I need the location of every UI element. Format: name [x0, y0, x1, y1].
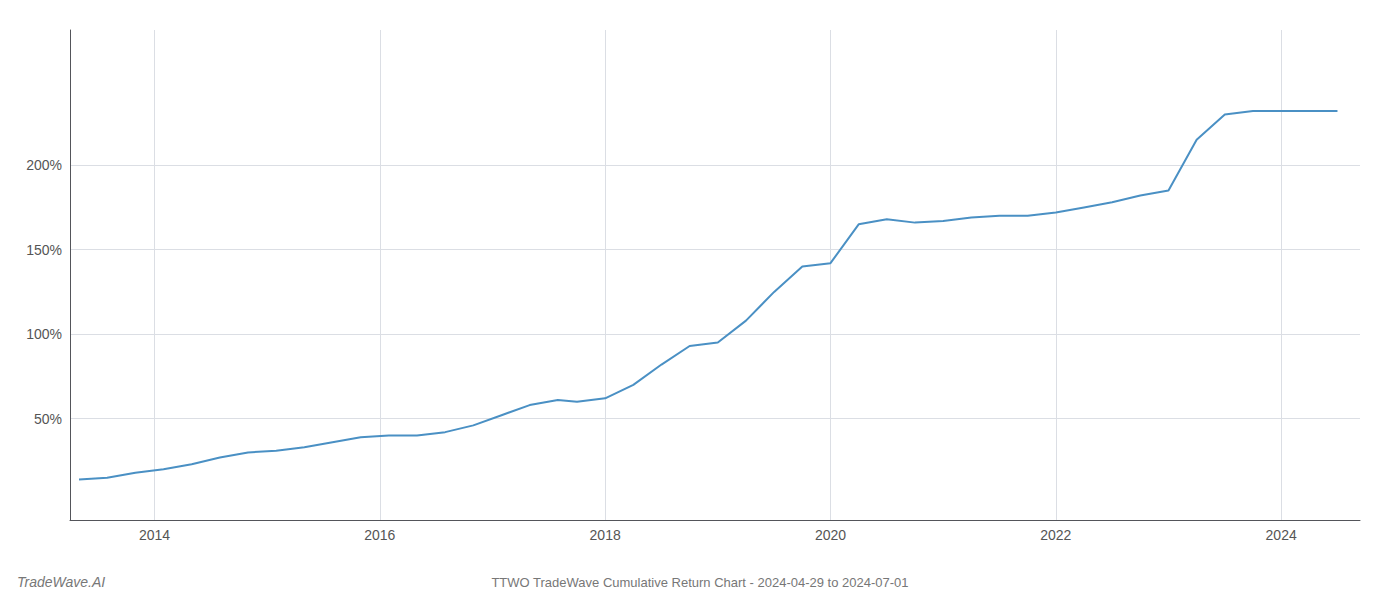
svg-text:200%: 200% [26, 157, 62, 173]
svg-text:TradeWave.AI: TradeWave.AI [17, 574, 105, 590]
svg-text:2014: 2014 [139, 527, 170, 543]
svg-text:TTWO TradeWave Cumulative Retu: TTWO TradeWave Cumulative Return Chart -… [491, 575, 908, 590]
svg-text:2018: 2018 [590, 527, 621, 543]
svg-text:2024: 2024 [1266, 527, 1297, 543]
svg-text:50%: 50% [34, 411, 62, 427]
svg-text:2016: 2016 [364, 527, 395, 543]
svg-text:2020: 2020 [815, 527, 846, 543]
svg-text:2022: 2022 [1040, 527, 1071, 543]
svg-text:150%: 150% [26, 242, 62, 258]
svg-text:100%: 100% [26, 326, 62, 342]
